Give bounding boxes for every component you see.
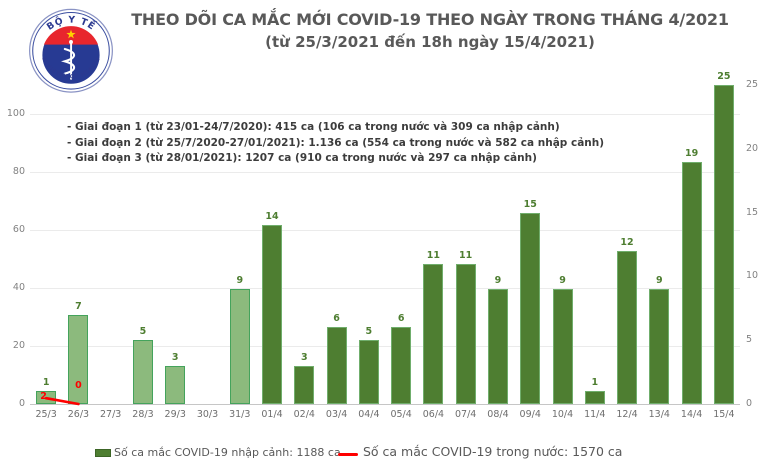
star-icon	[66, 29, 76, 39]
y-axis-label-right: 5	[746, 334, 753, 346]
bar-value-label: 3	[171, 351, 179, 363]
x-axis-label: 15/4	[713, 409, 735, 420]
y-axis-label-left: 60	[12, 224, 25, 235]
bar-value-label: 1	[591, 377, 599, 389]
bar	[649, 289, 670, 404]
x-axis-label: 26/3	[67, 409, 90, 420]
bar	[294, 365, 315, 404]
annotation-phase-2: - Giai đoạn 2 (từ 25/7/2020-27/01/2021):…	[67, 136, 605, 149]
x-axis-label: 11/4	[584, 409, 606, 420]
bar-value-label: 1	[42, 377, 50, 389]
bar-value-label: 25	[717, 71, 731, 82]
bar	[326, 327, 347, 404]
x-axis-line	[30, 404, 740, 405]
bar	[617, 250, 638, 404]
annotation-phase-3: - Giai đoạn 3 (từ 28/01/2021): 1207 ca (…	[67, 152, 537, 164]
x-axis-label: 14/4	[680, 409, 703, 420]
bar-value-label: 9	[656, 275, 663, 287]
y-axis-label-left: 40	[12, 282, 25, 293]
bar	[423, 263, 444, 404]
x-axis-label: 27/3	[100, 409, 122, 420]
y-axis-label-left: 20	[12, 340, 25, 351]
x-axis-label: 07/4	[455, 409, 477, 420]
y-axis-label-right: 0	[746, 398, 753, 409]
moh-logo: BỘ Y TẾ MINISTRY OF HEALTH	[29, 8, 113, 93]
title-block: THEO DÕI CA MẮC MỚI COVID-19 THEO NGÀY T…	[110, 10, 750, 51]
bar-value-label: 7	[75, 300, 82, 312]
x-axis-label: 02/4	[293, 409, 315, 420]
bar-value-label: 3	[301, 351, 308, 363]
gridline	[30, 346, 740, 347]
x-axis-label: 25/3	[35, 409, 57, 420]
bar-value-label: 9	[236, 275, 244, 287]
bar-value-label: 5	[365, 326, 373, 338]
bar	[165, 365, 186, 404]
bar-value-label: 11	[426, 249, 441, 261]
page-subtitle: (từ 25/3/2021 đến 18h ngày 15/4/2021)	[265, 33, 595, 51]
bar-value-label: 15	[523, 198, 537, 210]
x-axis-label: 04/4	[358, 409, 380, 420]
y-axis-label-right: 25	[746, 79, 759, 90]
x-axis-label: 09/4	[519, 409, 541, 420]
bar	[132, 340, 153, 404]
line-value-label: 0	[75, 379, 82, 391]
bar-value-label: 12	[620, 236, 634, 248]
gridline	[30, 114, 740, 115]
x-axis-label: 10/4	[551, 409, 574, 420]
x-axis-label: 13/4	[648, 409, 670, 420]
y-axis-label-right: 15	[746, 206, 759, 218]
bar-value-label: 19	[684, 147, 699, 159]
bar	[229, 289, 250, 404]
bar-value-label: 14	[265, 211, 279, 223]
x-axis-label: 28/3	[132, 409, 154, 420]
x-axis-label: 05/4	[390, 409, 412, 420]
bar-value-label: 11	[459, 249, 473, 261]
bar	[520, 212, 541, 404]
gridline	[30, 288, 740, 289]
x-axis-label: 29/3	[164, 409, 186, 420]
asclepius-staff-icon	[61, 40, 76, 80]
gridline	[30, 172, 740, 173]
bar	[391, 327, 412, 404]
bar	[681, 161, 702, 404]
bar	[455, 263, 476, 404]
gridline	[30, 230, 740, 231]
y-axis-label-right: 20	[746, 142, 759, 154]
bar-value-label: 9	[494, 275, 502, 287]
page-title: THEO DÕI CA MẮC MỚI COVID-19 THEO NGÀY T…	[131, 10, 729, 29]
bar	[584, 391, 605, 404]
x-axis-label: 03/4	[325, 409, 348, 420]
x-axis-label: 30/3	[196, 409, 219, 420]
y-axis-label-left: 100	[6, 108, 25, 119]
bar-value-label: 6	[333, 313, 340, 325]
bar-value-label: 5	[139, 326, 147, 338]
x-axis-label: 12/4	[616, 409, 638, 420]
bar-value-label: 9	[559, 275, 566, 287]
y-axis-label-right: 10	[746, 270, 759, 282]
annotation-phase-1: - Giai đoạn 1 (từ 23/01-24/7/2020): 415 …	[67, 121, 560, 133]
x-axis-label: 01/4	[261, 409, 283, 420]
bar	[487, 289, 508, 404]
bar-value-label: 6	[397, 313, 405, 325]
y-axis-label-left: 0	[18, 398, 25, 409]
bar	[262, 225, 283, 404]
logo-arc-top-text: BỘ Y TẾ	[45, 14, 98, 32]
x-axis-label: 08/4	[487, 409, 509, 420]
line-value-label: 2	[40, 391, 47, 402]
bar	[713, 85, 734, 404]
bar	[552, 289, 573, 404]
x-axis-label: 06/4	[422, 409, 445, 420]
bar	[358, 340, 379, 404]
x-axis-label: 31/3	[229, 409, 251, 420]
y-axis-label-left: 80	[12, 166, 25, 177]
phase-annotations: - Giai đoạn 1 (từ 23/01-24/7/2020): 415 …	[67, 120, 604, 167]
